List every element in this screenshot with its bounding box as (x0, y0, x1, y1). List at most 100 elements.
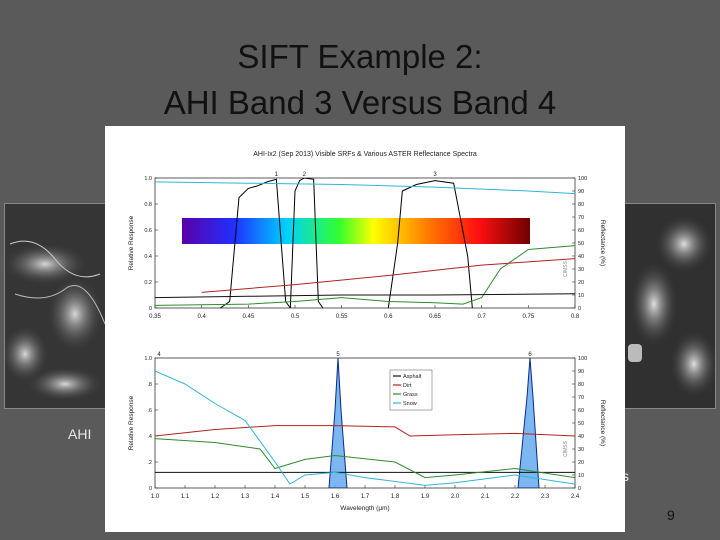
y-tick-label: 1.0 (144, 176, 152, 182)
y-tick-label: 0.2 (144, 280, 152, 286)
y-tick-label: .4 (147, 434, 152, 440)
legend-label-grass: Grass (403, 392, 418, 398)
x-tick-label: 0.4 (197, 314, 206, 320)
srf-band-3 (387, 180, 473, 308)
y-tick-label: .6 (147, 408, 152, 414)
x-tick-label: 1.2 (211, 494, 220, 500)
y-tick-label: 0.4 (144, 254, 152, 260)
x-tick-label: 0.65 (429, 314, 441, 320)
srf-band-5 (328, 358, 348, 488)
srf-band-4 (107, 365, 118, 489)
band-label-6: 6 (528, 352, 532, 358)
y2-tick-label: 40 (578, 254, 584, 260)
plot-area-1 (155, 178, 575, 308)
slide-title-line2: AHI Band 3 Versus Band 4 (163, 84, 557, 121)
y2-tick-label: 70 (578, 395, 584, 401)
y2-tick-label: 70 (578, 215, 584, 221)
y2-tick-label: 0 (578, 306, 581, 312)
series-line-snow (155, 370, 575, 486)
x-tick-label: 2.3 (541, 494, 550, 500)
x-tick-label: 0.8 (571, 314, 580, 320)
x-axis-label: Wavelength (μm) (340, 505, 389, 512)
legend-label-asphalt: Asphalt (403, 374, 422, 380)
caption-left: AHI (68, 426, 92, 442)
x-tick-label: 0.5 (291, 314, 300, 320)
series-line-snow (155, 181, 575, 195)
y2-tick-label: 50 (578, 241, 584, 247)
band-label-2: 2 (303, 172, 307, 178)
satellite-image-left (4, 203, 109, 409)
srf-band-6 (517, 358, 540, 488)
y2-tick-label: 60 (578, 228, 584, 234)
caption-right: s (622, 468, 629, 484)
x-tick-label: 0.7 (477, 314, 486, 320)
x-tick-label: 1.3 (241, 494, 250, 500)
satellite-image-right (623, 203, 716, 409)
y2-tick-label: 90 (578, 189, 584, 195)
y2-tick-label: 90 (578, 369, 584, 375)
chart-title: AHI-Ix2 (Sep 2013) Visible SRFs & Variou… (253, 151, 477, 158)
x-tick-label: 1.4 (271, 494, 280, 500)
band-label-3: 3 (433, 172, 437, 178)
x-tick-label: 0.45 (242, 314, 254, 320)
series-line-grass (155, 245, 575, 306)
y2-axis-label: Reflectance (%) (599, 400, 606, 446)
y2-tick-label: 30 (578, 447, 584, 453)
srf-band-1 (220, 178, 291, 308)
y2-tick-label: 100 (578, 356, 587, 362)
plot-area-2 (107, 358, 575, 489)
x-tick-label: 1.7 (361, 494, 370, 500)
watermark-cimss: CIMSS (563, 440, 569, 457)
y-axis-label: Relative Response (128, 215, 135, 270)
legend-label-dirt: Dirt (403, 383, 412, 389)
satellite-texture-left (5, 204, 108, 408)
band-label-5: 5 (336, 352, 340, 358)
y2-tick-label: 80 (578, 382, 584, 388)
y2-tick-label: 20 (578, 460, 584, 466)
srf-figure: AHI-Ix2 (Sep 2013) Visible SRFs & Variou… (105, 126, 625, 532)
y-tick-label: .8 (147, 382, 152, 388)
y-axis-label: Relative Response (128, 395, 135, 450)
x-tick-label: 1.9 (421, 494, 430, 500)
series-line-dirt (155, 425, 575, 437)
y2-tick-label: 80 (578, 202, 584, 208)
x-tick-label: 2.0 (451, 494, 460, 500)
watermark-cimss: CIMSS (563, 260, 569, 277)
x-tick-label: 2.4 (571, 494, 580, 500)
y2-tick-label: 10 (578, 293, 584, 299)
x-tick-label: 0.35 (149, 314, 161, 320)
y-tick-label: 1.0 (144, 356, 152, 362)
x-tick-label: 0.75 (522, 314, 534, 320)
y2-tick-label: 10 (578, 473, 584, 479)
x-tick-label: 0.55 (336, 314, 348, 320)
y2-axis-label: Reflectance (%) (599, 220, 606, 266)
x-tick-label: 1.6 (331, 494, 340, 500)
x-tick-label: 2.1 (481, 494, 490, 500)
x-tick-label: 1.5 (301, 494, 310, 500)
y-tick-label: 0 (149, 486, 152, 492)
satellite-texture-right (624, 204, 715, 408)
y2-tick-label: 0 (578, 486, 581, 492)
band-label-4: 4 (157, 352, 161, 358)
y-tick-label: 0.6 (144, 228, 152, 234)
x-tick-label: 1.1 (181, 494, 190, 500)
x-tick-label: 2.2 (511, 494, 520, 500)
y2-tick-label: 100 (578, 176, 587, 182)
y2-tick-label: 40 (578, 434, 584, 440)
x-tick-label: 1.0 (151, 494, 160, 500)
y-tick-label: 0.8 (144, 202, 152, 208)
band-label-1: 1 (275, 172, 279, 178)
x-tick-label: 0.6 (384, 314, 393, 320)
page-number: 9 (667, 507, 675, 523)
visible-spectrum-bar (182, 218, 530, 244)
x-tick-label: 1.8 (391, 494, 400, 500)
y2-tick-label: 20 (578, 280, 584, 286)
series-line-asphalt (155, 293, 575, 299)
series-line-dirt (201, 258, 575, 293)
y-tick-label: 0 (149, 306, 152, 312)
y2-tick-label: 30 (578, 267, 584, 273)
y-tick-label: .2 (147, 460, 152, 466)
series-line-grass (155, 438, 575, 479)
y2-tick-label: 50 (578, 421, 584, 427)
